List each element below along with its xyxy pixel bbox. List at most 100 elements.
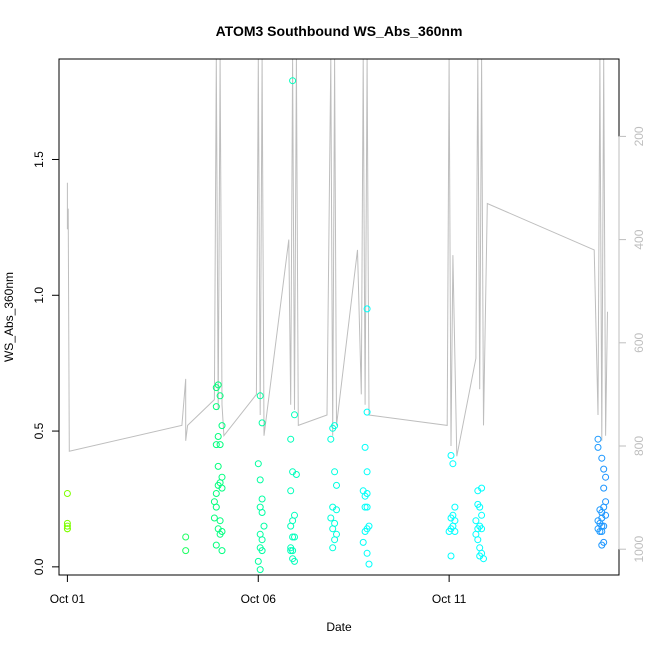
y-tick-label: 1.5	[32, 151, 46, 168]
data-point	[449, 460, 457, 468]
y-axis: 0.0 0.5 1.0 1.5	[32, 151, 60, 575]
data-point	[361, 443, 369, 451]
data-point	[363, 305, 371, 313]
data-point	[359, 538, 367, 546]
right-tick-label: 600	[632, 332, 646, 352]
x-tick-label: Oct 01	[50, 592, 86, 606]
data-point	[256, 566, 264, 574]
data-point	[331, 422, 339, 430]
data-point	[363, 468, 371, 476]
data-point	[218, 422, 226, 430]
data-point	[598, 454, 606, 462]
data-point	[254, 557, 262, 565]
y-axis-title: WS_Abs_360nm	[2, 272, 16, 362]
data-point	[63, 490, 71, 497]
data-point	[289, 533, 297, 541]
right-tick-label: 800	[632, 436, 646, 456]
scatter-points	[63, 77, 610, 574]
data-point	[327, 514, 335, 522]
data-point	[216, 441, 224, 449]
data-point	[214, 381, 222, 389]
data-point	[365, 560, 373, 568]
data-point	[212, 541, 220, 549]
data-point	[363, 408, 371, 416]
data-point	[289, 547, 297, 555]
right-tick-label: 400	[632, 229, 646, 249]
data-point	[451, 503, 459, 511]
data-point	[287, 435, 295, 443]
data-point	[287, 547, 295, 555]
data-point	[333, 506, 340, 514]
data-point	[289, 77, 297, 85]
x-tick-label: Oct 06	[241, 592, 277, 606]
data-point	[254, 460, 262, 468]
data-point	[260, 522, 268, 530]
chart-title: ATOM3 Southbound WS_Abs_360nm	[216, 23, 463, 39]
data-point	[361, 503, 369, 511]
data-point	[331, 536, 339, 544]
data-point	[291, 411, 298, 419]
y-tick-label: 0.5	[32, 422, 46, 439]
data-point	[594, 435, 602, 443]
data-point	[478, 525, 486, 533]
data-point	[447, 452, 455, 459]
data-point	[361, 492, 369, 500]
data-point	[63, 522, 71, 530]
data-point	[600, 484, 608, 492]
data-point	[210, 514, 218, 522]
data-point	[216, 530, 224, 538]
data-point	[478, 484, 486, 492]
data-point	[287, 487, 295, 495]
data-point	[329, 525, 337, 533]
data-point	[474, 536, 482, 544]
data-point	[63, 519, 71, 527]
data-point	[478, 511, 486, 519]
data-point	[363, 549, 371, 557]
x-axis-title: Date	[326, 620, 352, 634]
data-point	[258, 547, 266, 555]
data-point	[331, 468, 339, 476]
data-point	[596, 528, 604, 535]
data-point	[63, 525, 71, 533]
y-tick-label: 0.0	[32, 558, 46, 575]
data-point	[212, 490, 220, 497]
data-point	[363, 503, 371, 511]
right-axis-line-series	[66, 58, 608, 457]
right-axis: 200 400 600 800 1000	[618, 126, 646, 563]
y-tick-label: 1.0	[32, 287, 46, 304]
data-point	[361, 528, 369, 535]
data-point	[256, 392, 264, 400]
data-point	[447, 552, 455, 560]
data-point	[182, 547, 190, 555]
data-point	[256, 476, 264, 484]
data-point	[291, 557, 298, 565]
data-point	[476, 503, 484, 511]
data-point	[258, 509, 266, 516]
data-point	[182, 533, 190, 541]
right-tick-label: 1000	[632, 536, 646, 563]
x-tick-label: Oct 11	[432, 592, 467, 606]
data-point	[258, 536, 266, 544]
data-point	[214, 433, 222, 440]
data-point	[472, 517, 480, 525]
data-point	[333, 481, 340, 489]
data-point	[216, 392, 224, 400]
right-tick-label: 200	[632, 126, 646, 146]
data-point	[216, 517, 224, 525]
data-point	[212, 503, 220, 511]
data-point	[287, 522, 295, 530]
data-point	[480, 555, 487, 563]
data-point	[602, 473, 610, 481]
data-point	[594, 443, 602, 451]
data-point	[218, 547, 226, 555]
x-axis: Oct 01 Oct 06 Oct 11	[50, 574, 467, 606]
data-point	[291, 533, 298, 541]
data-point	[451, 528, 459, 535]
data-point	[292, 471, 300, 478]
data-point	[258, 419, 266, 427]
data-point	[212, 441, 220, 449]
data-point	[600, 465, 608, 473]
data-point	[218, 484, 226, 492]
data-point	[214, 462, 222, 470]
